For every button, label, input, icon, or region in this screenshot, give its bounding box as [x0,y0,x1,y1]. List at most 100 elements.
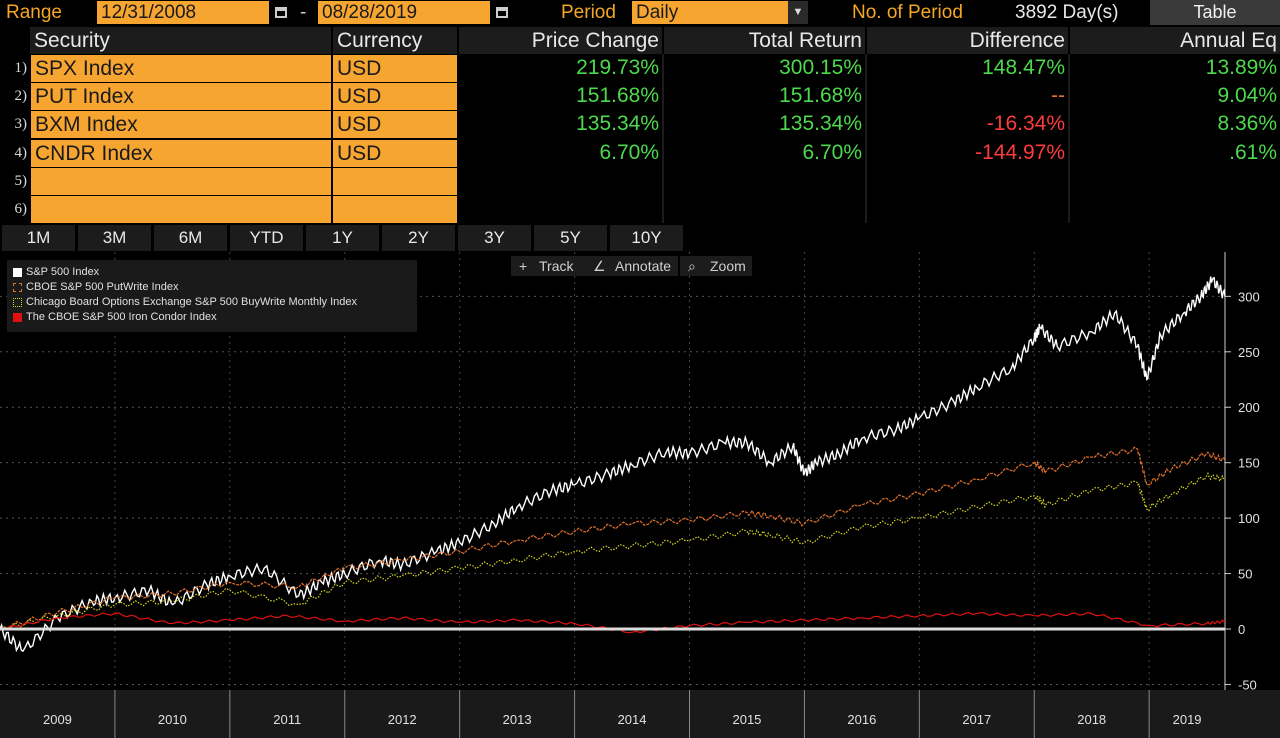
start-date-field[interactable]: 12/31/2008 [97,1,269,24]
legend-swatch [13,283,22,292]
period-select[interactable]: Daily [632,1,788,24]
price-change-value: 151.68% [576,84,659,108]
row-number: 5) [14,172,28,189]
y-tick-label: 250 [1238,345,1260,360]
table-button[interactable]: Table [1150,0,1280,25]
total-return-value: 300.15% [779,56,862,79]
track-button[interactable]: Track [539,258,574,274]
total-return-value [664,195,865,223]
difference-value: -16.34% [986,112,1065,136]
num-period-label: No. of Period [852,2,963,23]
row-number: 2) [14,88,28,105]
period-button-3m[interactable]: 3M [78,225,151,251]
y-tick-label: -50 [1238,677,1257,692]
annual-eq-value [1070,167,1280,195]
row-number: 1) [14,60,28,76]
col-header-difference[interactable]: Difference [867,27,1068,54]
currency-field[interactable] [333,196,457,223]
annual-eq-value: .61% [1229,140,1277,164]
difference-value: 148.47% [982,56,1065,79]
period-button-3y[interactable]: 3Y [458,225,531,251]
y-tick-label: 150 [1238,456,1260,471]
total-return-value: 6.70% [802,140,862,164]
series-line-1 [0,276,1226,653]
x-tick-label: 2012 [388,712,417,727]
col-header-security: Security [30,27,331,54]
security-field[interactable]: BXM Index [31,111,331,139]
price-change-value: 219.73% [576,56,659,79]
price-change-value: 135.34% [576,112,659,136]
period-button-5y[interactable]: 5Y [534,225,607,251]
x-tick-label: 2014 [618,712,647,727]
calendar-icon[interactable] [270,1,292,24]
security-field[interactable] [31,196,331,223]
col-header-total-return[interactable]: Total Return [664,27,865,54]
col-header-price-change[interactable]: Price Change [459,27,662,54]
calendar-icon[interactable] [491,1,513,24]
column-divider [1068,54,1070,223]
x-tick-label: 2010 [158,712,187,727]
period-button-1m[interactable]: 1M [2,225,75,251]
period-button-2y[interactable]: 2Y [382,225,455,251]
end-date-field[interactable]: 08/28/2019 [318,1,490,24]
security-field[interactable] [31,167,331,195]
crosshair-icon[interactable]: + [519,258,528,274]
total-return-value: 135.34% [779,112,862,136]
currency-field[interactable]: USD [333,55,457,82]
pencil-icon[interactable]: ∠ [593,258,606,274]
x-tick-label: 2015 [732,712,761,727]
num-period-value: 3892 Day(s) [1015,2,1119,23]
period-label: Period [561,2,616,23]
currency-field[interactable]: USD [333,83,457,111]
period-button-1y[interactable]: 1Y [306,225,379,251]
security-field[interactable]: SPX Index [31,55,331,82]
y-tick-label: 200 [1238,400,1260,415]
x-tick-label: 2017 [962,712,991,727]
difference-value: -144.97% [975,140,1065,164]
row-number: 6) [14,201,28,217]
difference-value: -- [1051,84,1065,108]
legend-swatch [13,313,22,322]
y-tick-label: 50 [1238,567,1252,582]
chart-legend: S&P 500 Index CBOE S&P 500 PutWrite Inde… [7,260,417,332]
annual-eq-value: 8.36% [1217,112,1277,136]
x-tick-label: 2009 [43,712,72,727]
column-divider [662,54,664,223]
x-tick-label: 2019 [1173,712,1202,727]
annual-eq-value: 9.04% [1217,84,1277,108]
col-header-annual-eq[interactable]: Annual Eq [1070,27,1280,54]
security-field[interactable]: CNDR Index [31,139,331,167]
securities-table: Security Currency Price Change Total Ret… [0,27,1280,223]
performance-chart: 300 250 200 150 100 50 0 -50 2009 2010 2011 2012 201… [0,252,1280,738]
difference-value [867,167,1068,195]
series-line-3 [0,471,1226,631]
y-tick-label: 100 [1238,511,1260,526]
currency-field[interactable]: USD [333,111,457,139]
series-line-4 [0,611,1226,634]
currency-field[interactable] [333,167,457,195]
price-change-value [459,195,662,223]
legend-swatch [13,298,22,307]
difference-value [867,195,1068,223]
magnifier-icon[interactable]: ⌕ [688,258,696,274]
security-field[interactable]: PUT Index [31,83,331,111]
chart-tools-track-annotate: + Track ∠ Annotate [511,256,678,276]
x-tick-label: 2016 [847,712,876,727]
price-change-value: 6.70% [599,140,659,164]
range-bar: Range 12/31/2008 - 08/28/2019 Period Dai… [0,0,1280,25]
annual-eq-value: 13.89% [1205,56,1277,79]
range-label: Range [6,2,62,23]
period-button-ytd[interactable]: YTD [230,225,303,251]
legend-swatch [13,268,22,277]
chart-tools-zoom: ⌕ Zoom [680,256,752,276]
column-divider [865,54,867,223]
chevron-down-icon[interactable]: ▼ [788,1,808,24]
y-tick-label: 0 [1238,622,1245,637]
annotate-button[interactable]: Annotate [615,258,672,274]
y-tick-label: 300 [1238,289,1260,304]
zoom-button[interactable]: Zoom [710,258,746,274]
period-button-10y[interactable]: 10Y [610,225,683,251]
period-button-6m[interactable]: 6M [154,225,227,251]
x-axis-band [0,690,1280,738]
currency-field[interactable]: USD [333,139,457,167]
